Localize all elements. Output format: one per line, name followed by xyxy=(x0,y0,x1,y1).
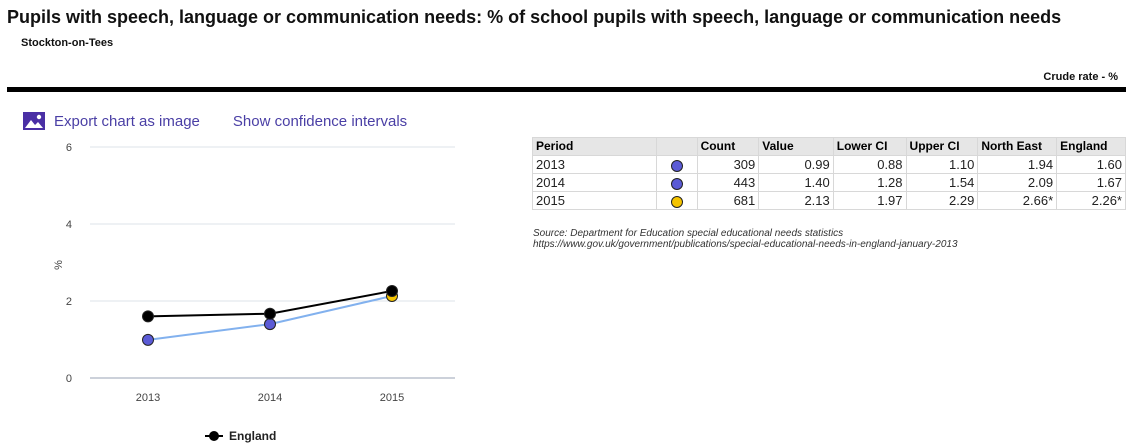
table-row: 2014 443 1.40 1.28 1.54 2.09 1.67 xyxy=(533,174,1126,192)
col-header-count: Count xyxy=(697,138,759,156)
export-chart-button[interactable]: Export chart as image xyxy=(22,111,200,131)
cell-period: 2015 xyxy=(533,192,657,210)
col-header-value: Value xyxy=(759,138,833,156)
export-chart-label: Export chart as image xyxy=(54,113,200,130)
cell-lower-ci: 1.28 xyxy=(833,174,906,192)
cell-england: 1.67 xyxy=(1057,174,1126,192)
data-table: Period Count Value Lower CI Upper CI Nor… xyxy=(532,137,1126,210)
data-source: Source: Department for Education special… xyxy=(533,228,958,250)
cell-north-east: 1.94 xyxy=(978,156,1057,174)
header-divider xyxy=(7,87,1126,92)
data-point xyxy=(143,334,154,345)
page-title: Pupils with speech, language or communic… xyxy=(7,5,1117,55)
y-tick-label: 2 xyxy=(66,296,72,308)
cell-lower-ci: 0.88 xyxy=(833,156,906,174)
col-header-period: Period xyxy=(533,138,657,156)
cell-marker xyxy=(656,192,697,210)
col-header-england: England xyxy=(1057,138,1126,156)
col-header-marker xyxy=(656,138,697,156)
cell-period: 2013 xyxy=(533,156,657,174)
x-tick-label: 2013 xyxy=(136,392,160,404)
chart-toolbar: Export chart as image Show confidence in… xyxy=(22,110,407,132)
col-header-lower-ci: Lower CI xyxy=(833,138,906,156)
table-row: 2013 309 0.99 0.88 1.10 1.94 1.60 xyxy=(533,156,1126,174)
cell-upper-ci: 1.54 xyxy=(906,174,978,192)
area-name: Stockton-on-Tees xyxy=(21,37,113,49)
data-point xyxy=(265,308,276,319)
comparison-dot-icon xyxy=(671,160,683,172)
data-point xyxy=(265,319,276,330)
cell-north-east: 2.66* xyxy=(978,192,1057,210)
cell-value: 0.99 xyxy=(759,156,833,174)
y-axis-label: % xyxy=(53,260,65,270)
cell-marker xyxy=(656,174,697,192)
col-header-north-east: North East xyxy=(978,138,1057,156)
cell-value: 2.13 xyxy=(759,192,833,210)
measure-label: Crude rate - % xyxy=(1043,71,1118,83)
cell-count: 309 xyxy=(697,156,759,174)
y-tick-label: 0 xyxy=(66,373,72,385)
cell-period: 2014 xyxy=(533,174,657,192)
data-point xyxy=(387,285,398,296)
cell-count: 681 xyxy=(697,192,759,210)
x-tick-label: 2014 xyxy=(258,392,282,404)
cell-upper-ci: 1.10 xyxy=(906,156,978,174)
indicator-title: Pupils with speech, language or communic… xyxy=(7,7,1061,27)
cell-lower-ci: 1.97 xyxy=(833,192,906,210)
table-row: 2015 681 2.13 1.97 2.29 2.66* 2.26* xyxy=(533,192,1126,210)
legend-label: England xyxy=(229,429,276,443)
image-icon xyxy=(22,111,46,131)
show-confidence-intervals-link[interactable]: Show confidence intervals xyxy=(233,113,407,130)
legend-marker xyxy=(209,431,219,441)
y-tick-label: 6 xyxy=(66,142,72,154)
line-chart: 0 2 4 6% 2013 2014 2015 England xyxy=(0,130,500,446)
comparison-dot-icon xyxy=(671,178,683,190)
cell-value: 1.40 xyxy=(759,174,833,192)
cell-upper-ci: 2.29 xyxy=(906,192,978,210)
cell-north-east: 2.09 xyxy=(978,174,1057,192)
cell-england: 1.60 xyxy=(1057,156,1126,174)
col-header-upper-ci: Upper CI xyxy=(906,138,978,156)
data-point xyxy=(143,311,154,322)
x-tick-label: 2015 xyxy=(380,392,404,404)
table-header-row: Period Count Value Lower CI Upper CI Nor… xyxy=(533,138,1126,156)
cell-england: 2.26* xyxy=(1057,192,1126,210)
cell-marker xyxy=(656,156,697,174)
cell-count: 443 xyxy=(697,174,759,192)
y-tick-label: 4 xyxy=(66,219,72,231)
source-url: https://www.gov.uk/government/publicatio… xyxy=(533,239,958,250)
comparison-dot-icon xyxy=(671,196,683,208)
source-text: Source: Department for Education special… xyxy=(533,228,958,239)
